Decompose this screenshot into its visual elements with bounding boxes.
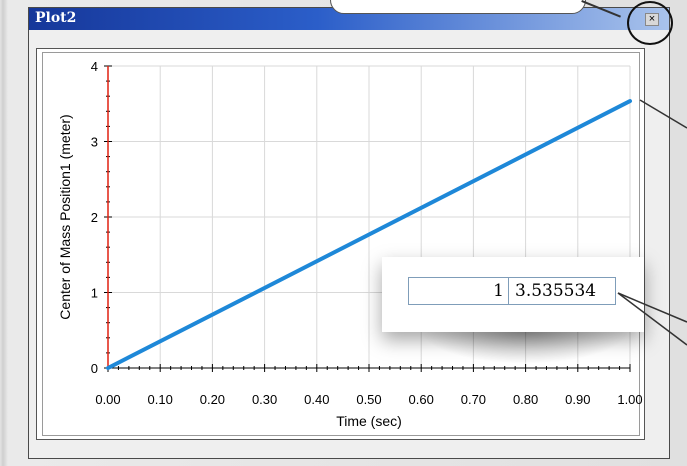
y-tick-label: 0 — [91, 361, 98, 376]
x-tick-label: 0.70 — [461, 392, 486, 407]
axes — [104, 65, 631, 372]
y-axis-title: Center of Mass Position1 (meter) — [57, 114, 73, 319]
x-tick-label: 0.50 — [356, 392, 381, 407]
x-tick-label: 0.20 — [200, 392, 225, 407]
close-button-highlight-circle — [627, 1, 673, 45]
plot-area-border — [42, 52, 640, 436]
readout-y-value[interactable]: 3.535534 — [515, 281, 597, 301]
readout-pointer-line-upper — [617, 292, 687, 323]
value-readout-panel: 1 3.535534 — [382, 257, 644, 332]
y-tick-label: 4 — [91, 59, 98, 74]
series-line[interactable] — [106, 99, 632, 370]
readout-pointer-line-lower — [617, 292, 687, 346]
window-title: Plot2 — [35, 10, 77, 26]
y-tick-label: 1 — [91, 286, 98, 301]
series-layer — [106, 99, 632, 370]
x-tick-label: 0.40 — [304, 392, 329, 407]
tick-labels: 0.00 0.10 0.20 0.30 0.40 0.50 0.60 0.70 0.80 0.90… — [91, 59, 643, 407]
x-tick-label: 1.00 — [617, 392, 642, 407]
readout-fields: 1 3.535534 — [408, 277, 616, 305]
x-tick-label: 0.00 — [95, 392, 120, 407]
x-tick-label: 0.90 — [565, 392, 590, 407]
readout-x-value[interactable]: 1 — [409, 278, 509, 304]
x-tick-label: 0.30 — [252, 392, 277, 407]
x-axis-title: Time (sec) — [336, 413, 402, 429]
readout-shadow — [420, 330, 630, 364]
y-tick-label: 3 — [91, 135, 98, 150]
x-tick-label: 0.80 — [513, 392, 538, 407]
x-tick-label: 0.60 — [409, 392, 434, 407]
plot-panel — [36, 48, 645, 440]
x-tick-label: 0.10 — [148, 392, 173, 407]
y-tick-label: 2 — [91, 210, 98, 225]
curve-end-pointer-line — [639, 99, 687, 129]
